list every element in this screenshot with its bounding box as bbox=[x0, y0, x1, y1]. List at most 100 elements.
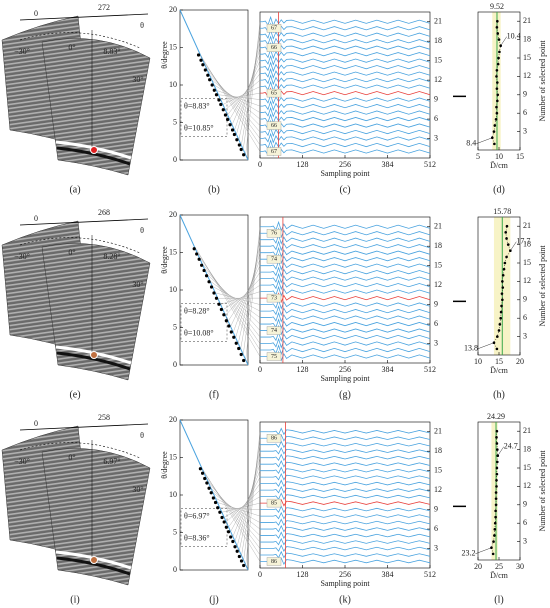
angle-arc bbox=[19, 237, 141, 254]
trace-label-box bbox=[266, 121, 282, 130]
point bbox=[496, 93, 500, 97]
trace-label-box bbox=[266, 352, 282, 361]
y-tick-label: 9 bbox=[523, 90, 527, 99]
annotation: 10.4 bbox=[507, 32, 521, 41]
point bbox=[239, 559, 244, 563]
y-tick-label: 18 bbox=[523, 34, 531, 43]
panel-caption: (f) bbox=[209, 389, 219, 400]
trace bbox=[260, 550, 431, 559]
point bbox=[493, 521, 497, 525]
x-tick-label: 15 bbox=[495, 357, 503, 366]
trace bbox=[260, 106, 431, 118]
x-axis-label: Sampling point bbox=[320, 374, 370, 383]
point bbox=[496, 448, 499, 451]
y-tick-label: 12 bbox=[434, 280, 442, 289]
trace-label: 67 bbox=[271, 149, 277, 155]
trace bbox=[260, 246, 431, 258]
x-axis-label: D̄/cm bbox=[490, 366, 509, 375]
trace bbox=[260, 492, 431, 501]
panel-caption: (l) bbox=[494, 594, 503, 605]
connector bbox=[230, 265, 261, 327]
trace bbox=[260, 145, 431, 157]
trace-label: 67 bbox=[271, 26, 277, 32]
trace bbox=[260, 220, 431, 232]
range-band bbox=[491, 422, 498, 560]
point bbox=[495, 485, 498, 488]
connector bbox=[234, 54, 261, 131]
x-tick-label: 30 bbox=[516, 562, 524, 571]
point bbox=[232, 335, 236, 339]
y-tick-label: 3 bbox=[523, 536, 527, 545]
point bbox=[495, 75, 498, 78]
image-label: 258 bbox=[98, 413, 110, 422]
connector bbox=[241, 444, 261, 557]
y-tick-label: 3 bbox=[523, 331, 527, 340]
point bbox=[217, 302, 221, 306]
point bbox=[496, 62, 500, 66]
connector bbox=[234, 464, 261, 542]
connector bbox=[206, 478, 261, 549]
x-tick-label: 128 bbox=[297, 160, 309, 169]
annotation: 13.8 bbox=[464, 344, 478, 353]
y-tick-label: 20 bbox=[169, 5, 177, 14]
y-tick-label: 5 bbox=[173, 322, 177, 331]
seismic-image: 0 268 −30° 0° 8.28° 30° θ (e) bbox=[1, 208, 151, 400]
connector bbox=[225, 278, 261, 315]
point bbox=[209, 285, 214, 289]
y-tick-label: 0 bbox=[173, 565, 177, 574]
connector bbox=[217, 502, 261, 517]
point bbox=[498, 50, 501, 54]
y-tick-label: 3 bbox=[523, 126, 527, 135]
annotation: θ=8.36° bbox=[184, 533, 210, 542]
y-axis-label: θ/degree bbox=[160, 451, 169, 479]
point bbox=[212, 88, 216, 92]
y-tick-label: 0 bbox=[173, 155, 177, 164]
point bbox=[492, 341, 496, 345]
y-axis-label: Number of selected point bbox=[538, 40, 547, 122]
connector bbox=[214, 84, 261, 113]
y-tick-label: 18 bbox=[434, 36, 442, 45]
annotation: θ=8.83° bbox=[184, 101, 210, 110]
point bbox=[234, 341, 238, 345]
point bbox=[242, 358, 246, 363]
point bbox=[207, 280, 211, 284]
point bbox=[495, 442, 499, 445]
trace bbox=[260, 350, 431, 362]
trace-label: 73 bbox=[271, 295, 277, 301]
x-tick-label: 15 bbox=[516, 152, 524, 161]
point bbox=[494, 497, 498, 500]
point bbox=[192, 247, 196, 251]
image-label: 8.28° bbox=[103, 252, 120, 261]
trace-label-box bbox=[266, 88, 282, 98]
trace bbox=[260, 253, 431, 265]
trace-label-box bbox=[266, 43, 282, 52]
image-label: 0 bbox=[34, 214, 38, 223]
trace-label: 65 bbox=[271, 90, 277, 96]
connector bbox=[208, 482, 261, 543]
image-label: 0° bbox=[68, 248, 75, 257]
trace-label-box bbox=[266, 254, 282, 264]
point bbox=[505, 224, 509, 228]
image-label: −30° bbox=[14, 252, 30, 261]
trace bbox=[260, 524, 431, 533]
y-tick-label: 15 bbox=[434, 55, 442, 64]
annotation: 23.2 bbox=[461, 549, 475, 558]
trace-label-box bbox=[266, 147, 282, 156]
fit-line bbox=[179, 9, 249, 161]
point bbox=[497, 38, 501, 41]
trace bbox=[260, 67, 431, 79]
connector bbox=[222, 86, 261, 105]
connector bbox=[210, 488, 261, 536]
image-label: 268 bbox=[98, 208, 110, 217]
image-label: −30° bbox=[14, 457, 30, 466]
x-tick-label: 384 bbox=[382, 365, 394, 374]
point bbox=[495, 429, 499, 433]
point bbox=[237, 143, 241, 147]
connector bbox=[233, 259, 261, 333]
annotation: θ=10.08° bbox=[184, 328, 214, 337]
connector bbox=[198, 253, 261, 351]
point bbox=[490, 136, 494, 140]
trace bbox=[260, 479, 431, 488]
point bbox=[495, 466, 499, 470]
x-tick-label: 384 bbox=[382, 570, 394, 579]
